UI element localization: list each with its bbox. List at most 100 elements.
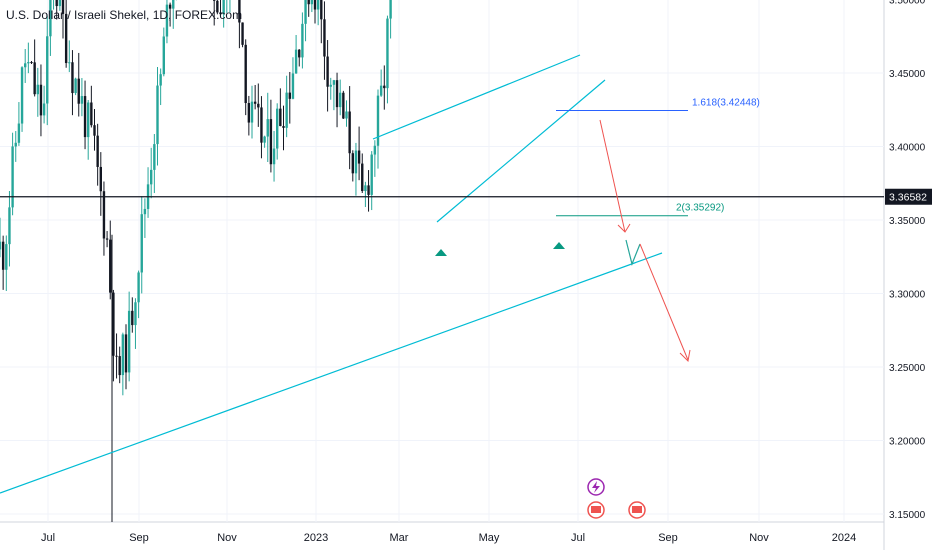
- candle[interactable]: [329, 84, 332, 87]
- candle[interactable]: [74, 78, 77, 94]
- candle[interactable]: [124, 334, 128, 373]
- candle[interactable]: [357, 150, 361, 164]
- candle[interactable]: [27, 62, 30, 64]
- candle[interactable]: [383, 85, 386, 89]
- candle[interactable]: [61, 0, 65, 14]
- candle[interactable]: [20, 67, 24, 124]
- candle[interactable]: [213, 0, 216, 1]
- candle[interactable]: [24, 63, 27, 68]
- candle[interactable]: [361, 163, 364, 192]
- candle[interactable]: [58, 0, 62, 7]
- candle[interactable]: [93, 125, 96, 136]
- candle[interactable]: [5, 244, 8, 270]
- candle[interactable]: [99, 166, 102, 192]
- candle[interactable]: [304, 0, 307, 24]
- candle[interactable]: [301, 23, 304, 58]
- candle[interactable]: [342, 92, 345, 119]
- candle[interactable]: [162, 36, 165, 75]
- candle[interactable]: [102, 191, 106, 239]
- candle[interactable]: [11, 146, 14, 208]
- candle[interactable]: [96, 135, 99, 167]
- candle[interactable]: [279, 108, 282, 127]
- channel-lower[interactable]: [436, 79, 606, 223]
- candle[interactable]: [291, 73, 295, 99]
- candle[interactable]: [172, 0, 175, 9]
- candle[interactable]: [370, 154, 373, 195]
- candle[interactable]: [105, 238, 109, 240]
- candle[interactable]: [112, 292, 115, 356]
- candle[interactable]: [0, 241, 2, 250]
- candle[interactable]: [121, 334, 125, 376]
- candle[interactable]: [159, 74, 162, 86]
- candle[interactable]: [143, 208, 147, 215]
- candle[interactable]: [276, 108, 279, 149]
- candle[interactable]: [257, 103, 260, 108]
- candle[interactable]: [272, 148, 276, 165]
- candle[interactable]: [1, 241, 5, 270]
- candle[interactable]: [266, 119, 269, 137]
- candle[interactable]: [42, 103, 46, 116]
- candle[interactable]: [323, 19, 326, 57]
- candle[interactable]: [354, 150, 358, 174]
- candle[interactable]: [36, 84, 39, 95]
- candle[interactable]: [115, 355, 118, 357]
- candle[interactable]: [49, 0, 52, 37]
- candle[interactable]: [379, 85, 383, 96]
- candle[interactable]: [348, 111, 351, 154]
- candle[interactable]: [326, 56, 329, 87]
- candle[interactable]: [307, 0, 310, 5]
- candle[interactable]: [376, 95, 380, 146]
- candle[interactable]: [288, 92, 291, 99]
- candle[interactable]: [250, 101, 254, 123]
- candle[interactable]: [77, 78, 80, 104]
- candle[interactable]: [87, 102, 90, 138]
- candle[interactable]: [219, 12, 222, 15]
- candle[interactable]: [90, 102, 93, 126]
- candle[interactable]: [351, 153, 354, 174]
- candle[interactable]: [165, 4, 169, 37]
- candle[interactable]: [269, 119, 273, 165]
- candle[interactable]: [33, 62, 36, 95]
- candle[interactable]: [118, 356, 121, 376]
- candle[interactable]: [298, 49, 301, 58]
- candle[interactable]: [55, 0, 58, 7]
- candle[interactable]: [14, 142, 17, 147]
- candle[interactable]: [68, 62, 71, 64]
- candle[interactable]: [373, 145, 377, 155]
- candle[interactable]: [83, 96, 87, 138]
- candle[interactable]: [263, 136, 266, 143]
- candle[interactable]: [71, 62, 74, 94]
- candle[interactable]: [39, 84, 43, 116]
- candle[interactable]: [131, 310, 134, 326]
- candle[interactable]: [386, 18, 389, 89]
- candle[interactable]: [64, 13, 68, 64]
- candle[interactable]: [46, 36, 49, 104]
- candle[interactable]: [140, 214, 143, 273]
- candle[interactable]: [260, 107, 263, 143]
- candle[interactable]: [294, 49, 298, 74]
- candle[interactable]: [313, 0, 317, 10]
- candle[interactable]: [17, 123, 21, 143]
- candle[interactable]: [244, 44, 247, 104]
- candle[interactable]: [134, 302, 137, 326]
- candle[interactable]: [285, 92, 288, 128]
- candle[interactable]: [127, 310, 131, 373]
- candle[interactable]: [332, 80, 336, 85]
- candle[interactable]: [153, 144, 156, 170]
- channel-upper[interactable]: [372, 54, 581, 140]
- candle[interactable]: [282, 126, 285, 128]
- candle[interactable]: [345, 111, 348, 119]
- trendline-long[interactable]: [0, 252, 663, 494]
- candle[interactable]: [320, 0, 323, 20]
- candle[interactable]: [253, 101, 257, 104]
- candle[interactable]: [168, 4, 172, 9]
- candle[interactable]: [316, 0, 320, 10]
- candle[interactable]: [339, 92, 342, 108]
- candle[interactable]: [150, 169, 153, 185]
- candle[interactable]: [216, 0, 219, 13]
- candle[interactable]: [156, 85, 159, 145]
- candle[interactable]: [241, 22, 244, 45]
- candle[interactable]: [30, 62, 33, 64]
- candle[interactable]: [8, 207, 11, 245]
